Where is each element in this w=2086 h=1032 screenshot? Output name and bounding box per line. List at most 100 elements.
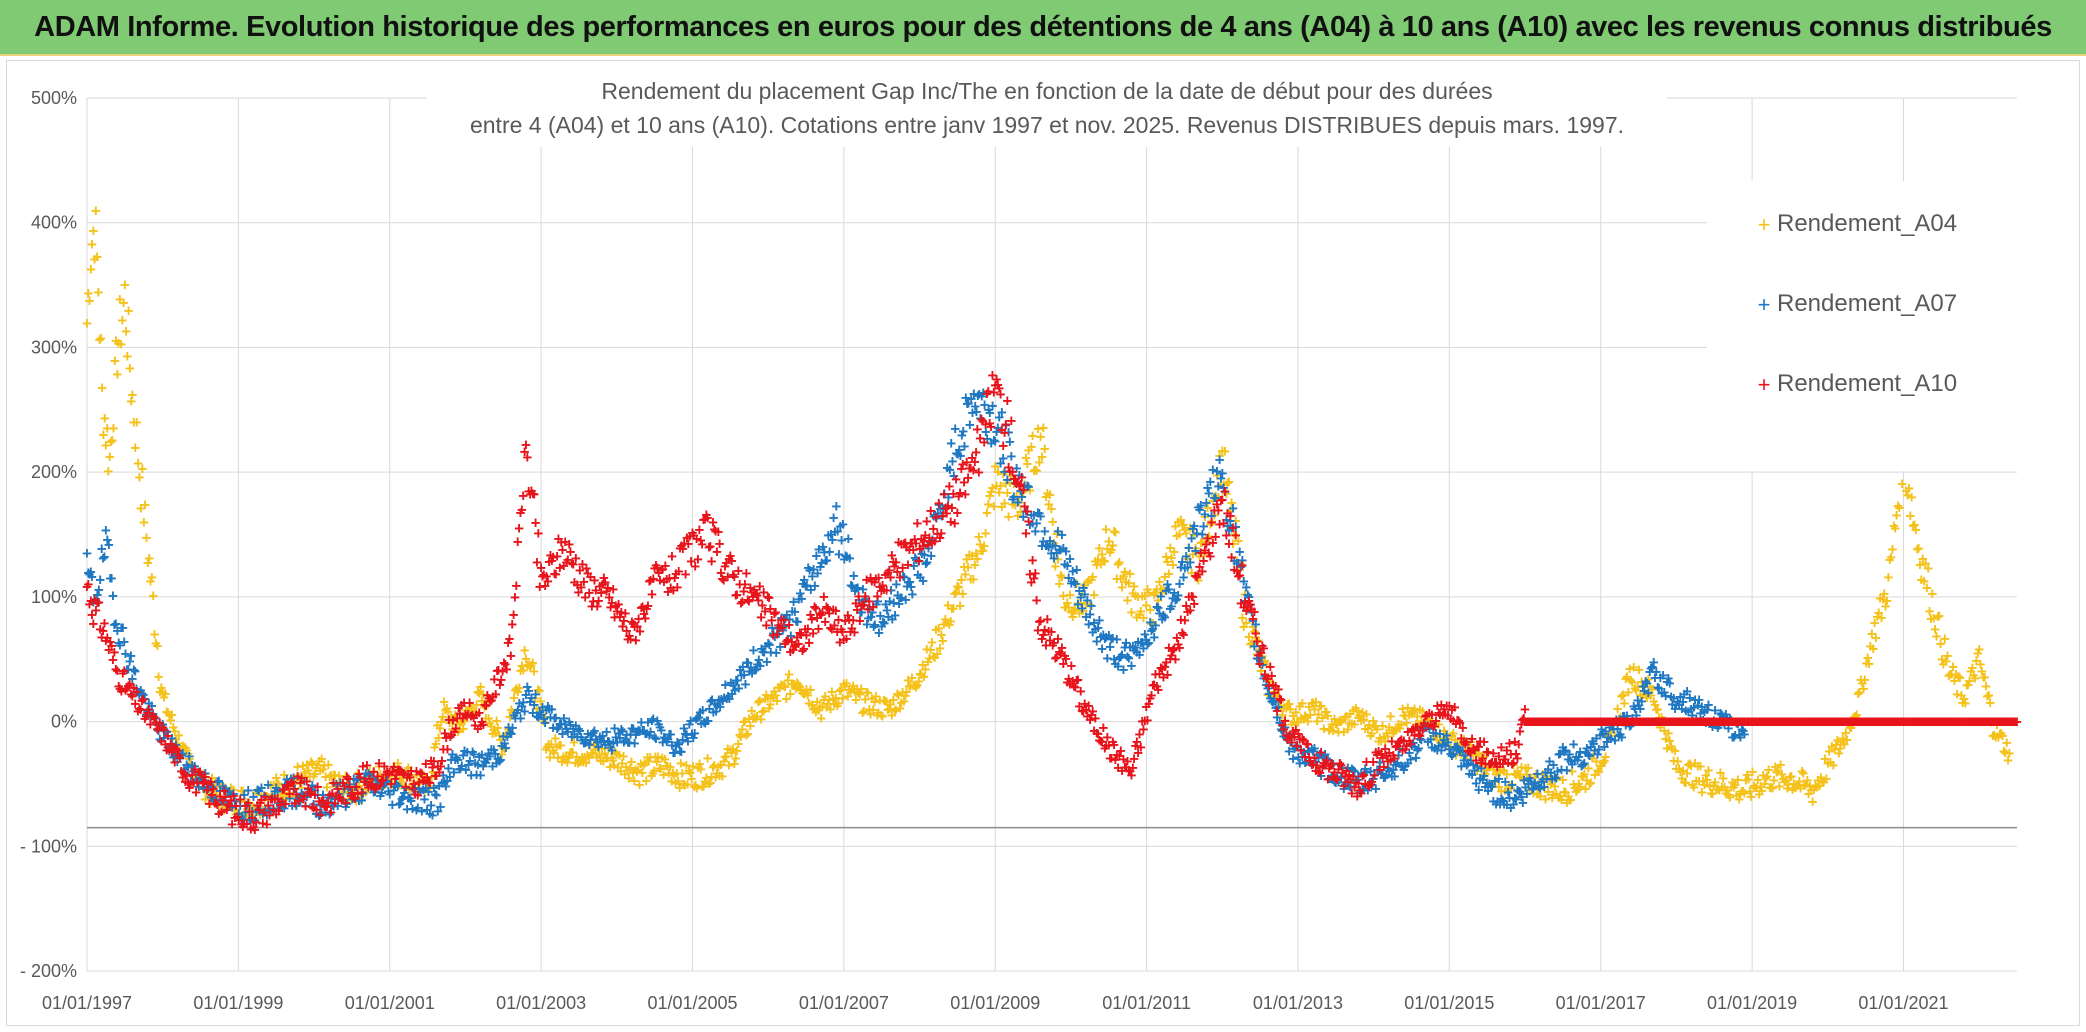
- data-point: +: [661, 757, 671, 776]
- data-point: +: [1740, 784, 1750, 803]
- data-point: +: [880, 692, 890, 711]
- data-point: +: [1108, 536, 1118, 555]
- data-point: +: [1265, 673, 1275, 692]
- data-point: +: [1529, 784, 1539, 803]
- data-point: +: [1462, 750, 1472, 769]
- data-point: +: [117, 311, 127, 330]
- data-point: +: [1406, 703, 1416, 722]
- data-point: +: [1195, 547, 1205, 566]
- chart-title-line-2: entre 4 (A04) et 10 ans (A10). Cotations…: [470, 112, 1624, 138]
- data-point: +: [967, 546, 977, 565]
- data-point: +: [1523, 759, 1533, 778]
- data-point: +: [1673, 752, 1683, 771]
- data-point: +: [1513, 762, 1523, 781]
- data-point: +: [819, 691, 829, 710]
- data-point: +: [1141, 596, 1151, 615]
- data-point: +: [133, 454, 143, 473]
- data-point: +: [1351, 699, 1361, 718]
- data-point: +: [1503, 779, 1513, 798]
- data-point: +: [1517, 758, 1527, 777]
- data-point: +: [717, 767, 727, 786]
- data-point: +: [295, 771, 305, 790]
- data-point: +: [1100, 552, 1110, 571]
- data-point: +: [261, 799, 271, 818]
- data-point: +: [673, 772, 683, 791]
- data-point: +: [1050, 557, 1060, 576]
- data-point: +: [558, 748, 568, 767]
- data-point: +: [1625, 659, 1635, 678]
- data-point: +: [659, 766, 669, 785]
- data-point: +: [1057, 568, 1067, 587]
- data-point: +: [1199, 546, 1209, 565]
- data-point: +: [1221, 484, 1231, 503]
- data-point: +: [1518, 769, 1528, 788]
- data-point: +: [1189, 525, 1199, 544]
- data-point: +: [406, 767, 416, 786]
- data-point: +: [367, 775, 377, 794]
- data-point: +: [1874, 604, 1884, 623]
- data-point: +: [305, 767, 315, 786]
- data-point: +: [226, 779, 236, 798]
- data-point: +: [779, 677, 789, 696]
- data-point: +: [1257, 647, 1267, 666]
- data-point: +: [667, 772, 677, 791]
- data-point: +: [1281, 699, 1291, 718]
- data-point: +: [402, 761, 412, 780]
- data-point: +: [1605, 722, 1615, 741]
- data-point: +: [615, 746, 625, 765]
- data-point: +: [1633, 677, 1643, 696]
- data-point: +: [908, 677, 918, 696]
- data-point: +: [930, 648, 940, 667]
- data-point: +: [1756, 777, 1766, 796]
- data-point: +: [278, 790, 288, 809]
- data-point: +: [126, 392, 136, 411]
- data-point: +: [1649, 692, 1659, 711]
- data-point: +: [1259, 639, 1269, 658]
- data-point: +: [1455, 735, 1465, 754]
- data-point: +: [1363, 720, 1373, 739]
- data-point: +: [942, 613, 952, 632]
- data-point: +: [1386, 707, 1396, 726]
- data-point: +: [570, 754, 580, 773]
- data-point: +: [755, 692, 765, 711]
- data-point: +: [862, 683, 872, 702]
- data-point: +: [927, 633, 937, 652]
- data-point: +: [1561, 783, 1571, 802]
- data-point: +: [932, 644, 942, 663]
- data-point: +: [1557, 791, 1567, 810]
- data-point: +: [465, 702, 475, 721]
- x-tick-label: 01/01/2021: [1858, 993, 1948, 1013]
- data-point: +: [1482, 761, 1492, 780]
- data-point: +: [644, 752, 654, 771]
- data-point: +: [1823, 754, 1833, 773]
- data-point: +: [241, 793, 251, 812]
- data-point: +: [582, 746, 592, 765]
- data-point: +: [1346, 705, 1356, 724]
- data-point: +: [611, 743, 621, 762]
- data-point: +: [952, 577, 962, 596]
- y-tick-label: 100%: [31, 587, 77, 607]
- data-point: +: [1370, 718, 1380, 737]
- data-point: +: [1358, 703, 1368, 722]
- data-point: +: [1824, 742, 1834, 761]
- data-point: +: [217, 775, 227, 794]
- data-point: +: [1006, 412, 1016, 431]
- data-point: +: [1285, 700, 1295, 719]
- data-point: +: [115, 290, 125, 309]
- data-point: +: [1147, 615, 1157, 634]
- data-point: +: [643, 748, 653, 767]
- data-point: +: [1263, 685, 1273, 704]
- data-point: +: [576, 752, 586, 771]
- data-point: +: [374, 757, 384, 776]
- data-point: +: [1231, 526, 1241, 545]
- data-point: +: [891, 701, 901, 720]
- legend-label-a04: Rendement_A04: [1777, 210, 1957, 237]
- data-point: +: [1826, 753, 1836, 772]
- data-point: +: [550, 729, 560, 748]
- data-point: +: [1581, 779, 1591, 798]
- data-point: +: [868, 701, 878, 720]
- data-point: +: [1502, 765, 1512, 784]
- data-point: +: [747, 702, 757, 721]
- data-point: +: [1068, 608, 1078, 627]
- data-point: +: [1479, 748, 1489, 767]
